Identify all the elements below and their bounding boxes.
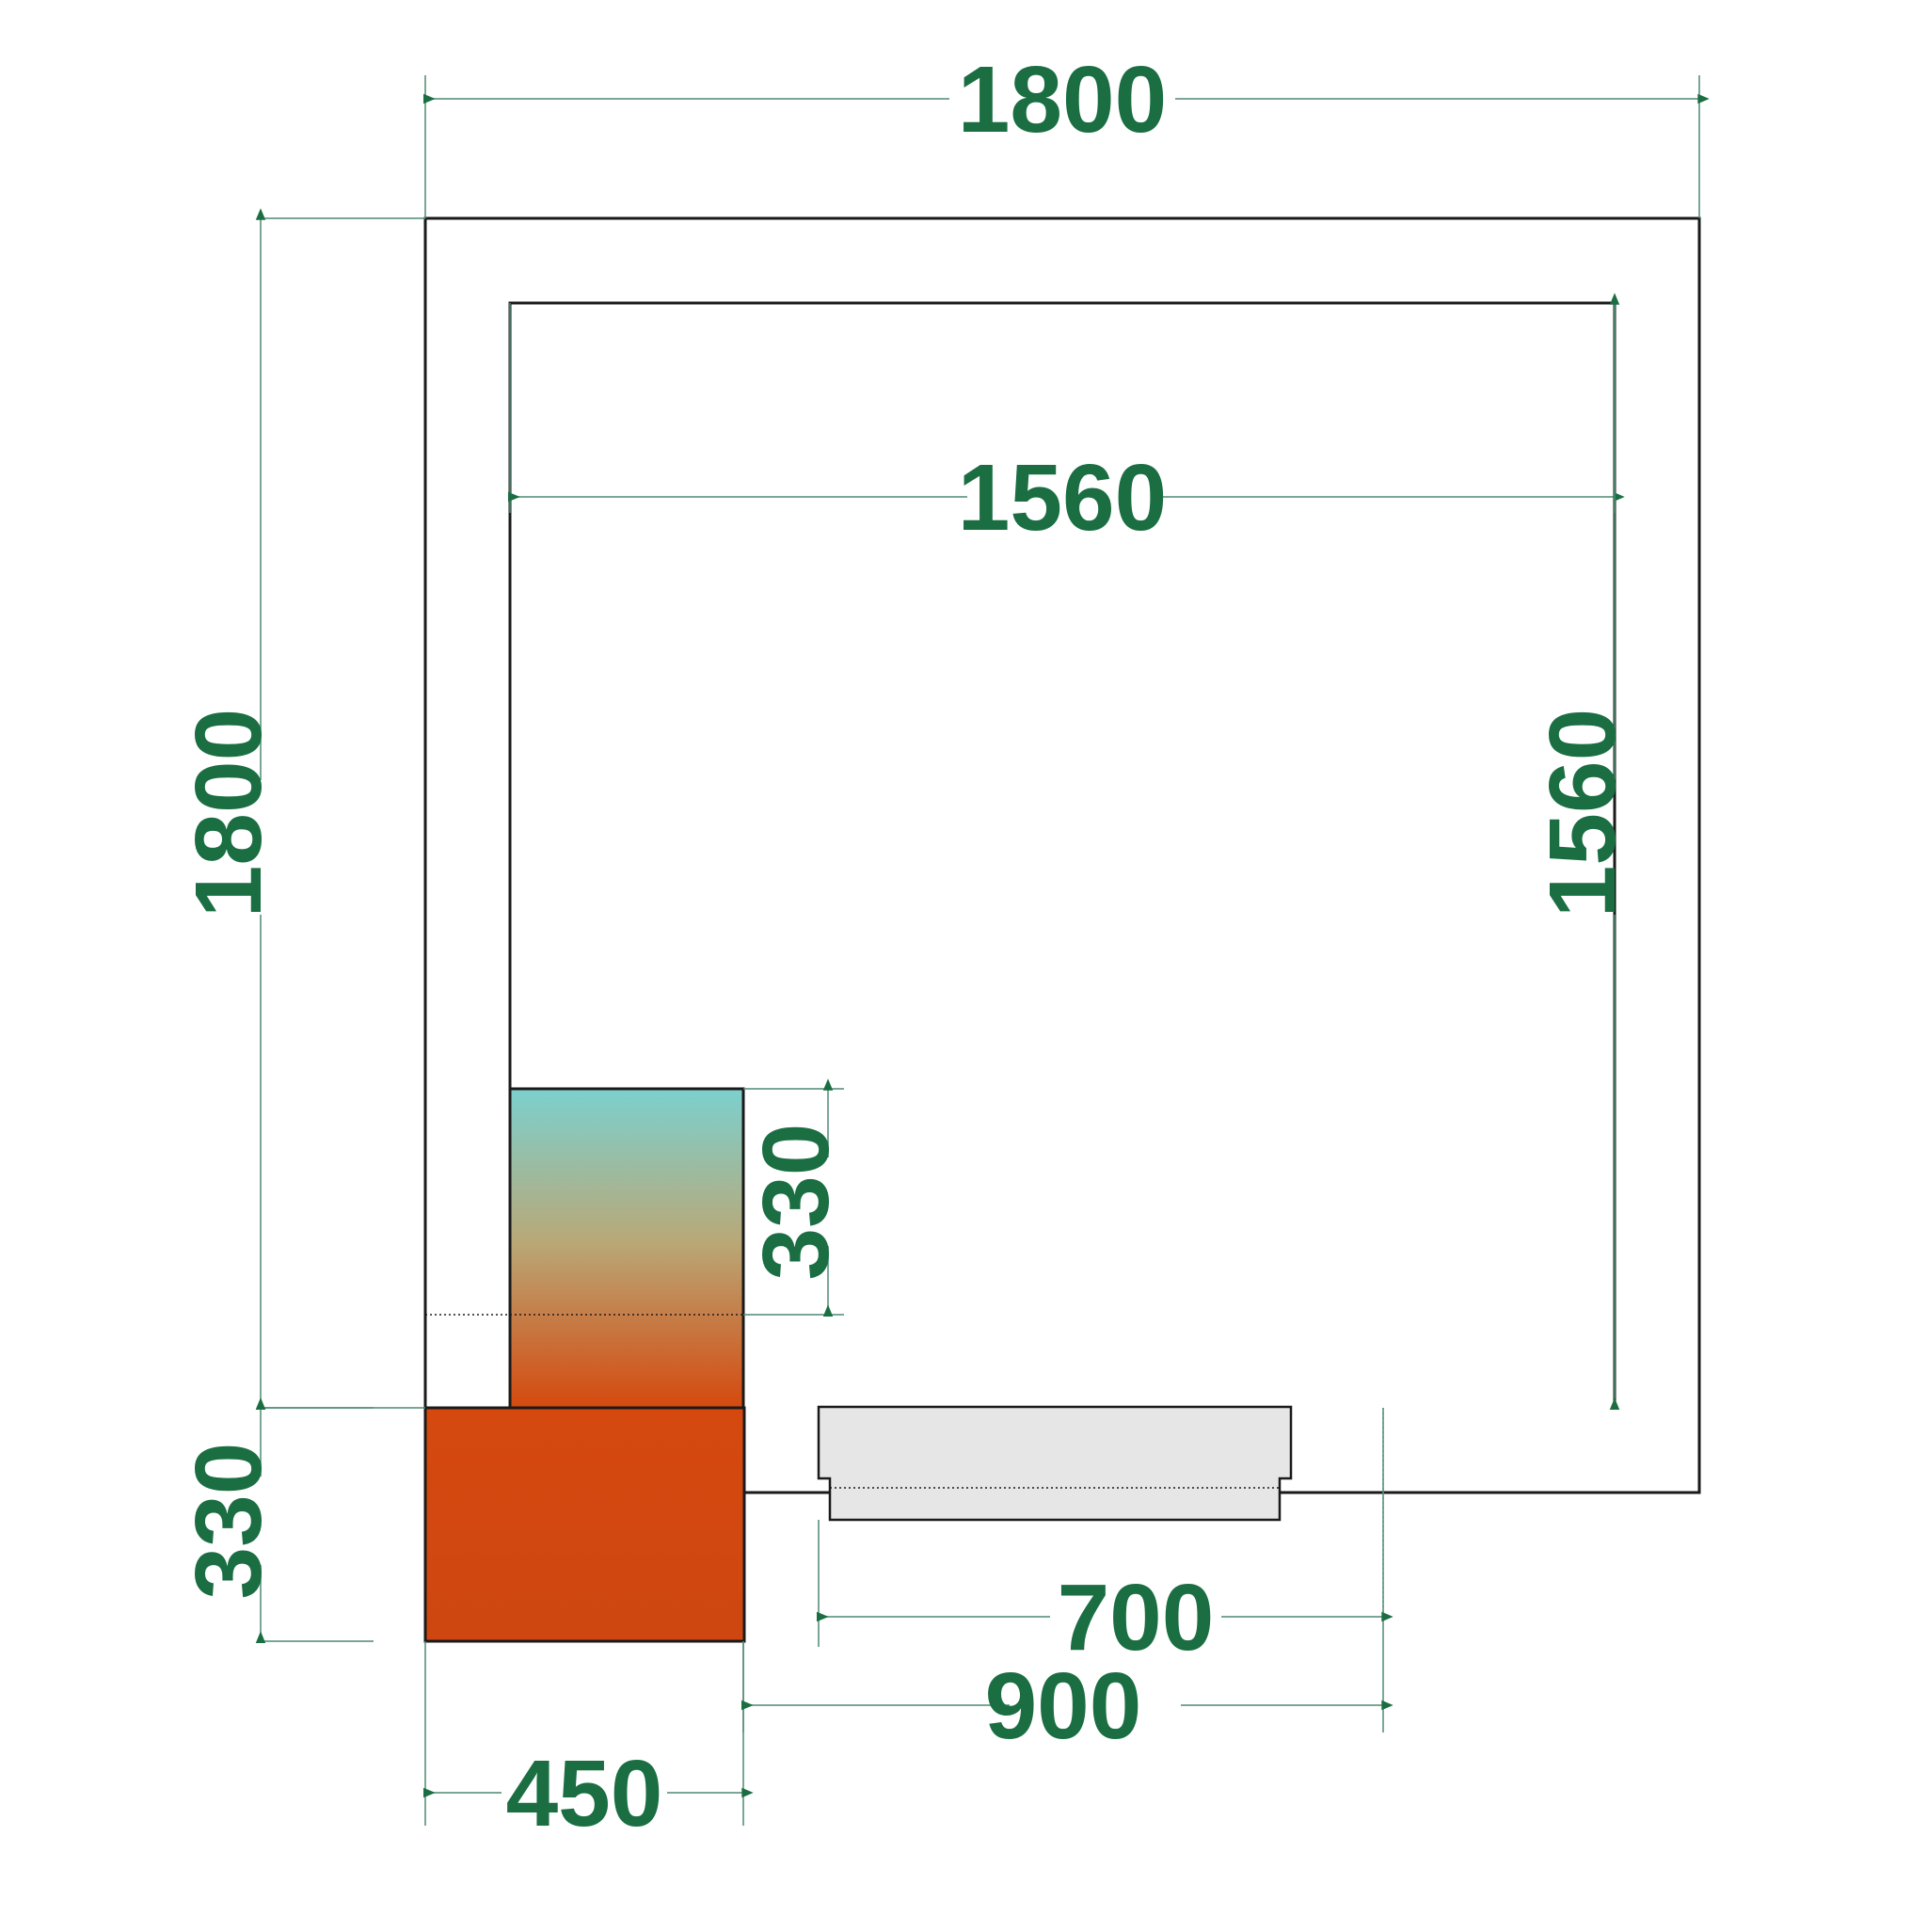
svg-text:1560: 1560 (958, 445, 1167, 551)
svg-text:1560: 1560 (1530, 709, 1635, 918)
svg-text:330: 330 (176, 1443, 281, 1600)
svg-text:1800: 1800 (958, 47, 1167, 152)
svg-text:330: 330 (743, 1124, 849, 1281)
svg-text:900: 900 (985, 1653, 1142, 1759)
svg-text:1800: 1800 (176, 709, 281, 918)
svg-text:450: 450 (506, 1741, 663, 1846)
